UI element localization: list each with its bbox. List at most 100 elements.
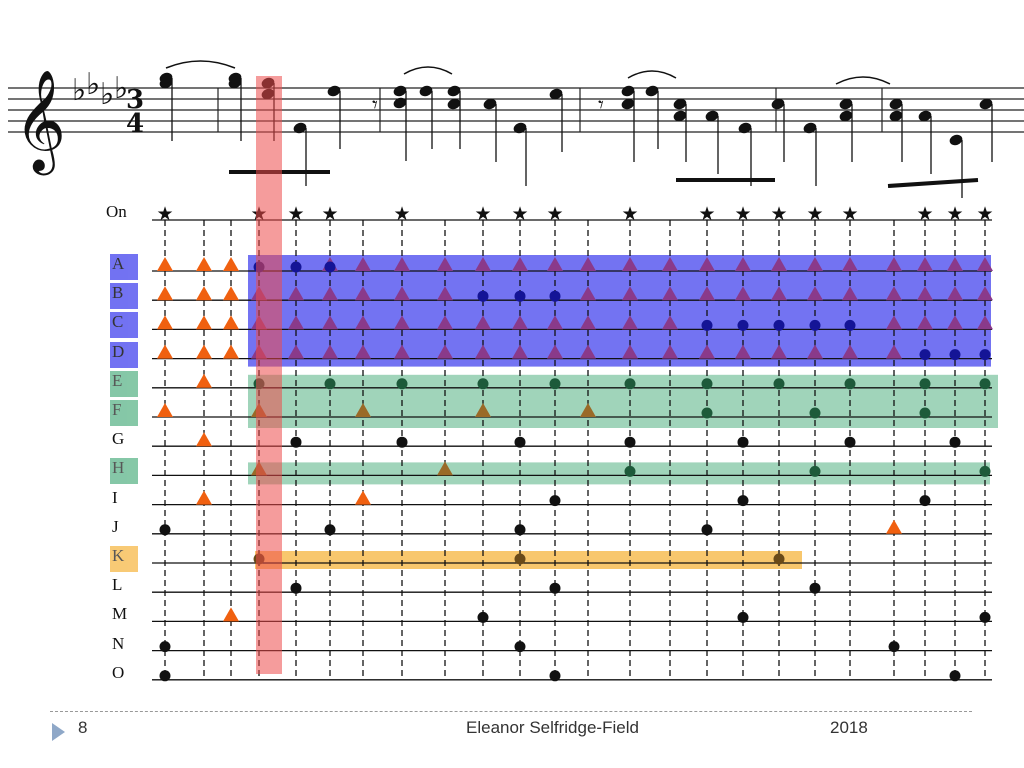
notehead-icon <box>979 98 993 110</box>
dot-mark <box>919 495 931 507</box>
onset-star-icon: ★ <box>621 203 638 225</box>
dot-mark <box>477 290 489 302</box>
tie-curve <box>627 70 677 79</box>
triangle-mark <box>917 315 933 330</box>
triangle-mark <box>288 344 304 359</box>
triangle-mark <box>196 315 212 330</box>
triangle-mark <box>394 315 410 330</box>
dot-mark <box>514 524 526 536</box>
triangle-mark <box>475 315 491 330</box>
notehead-icon <box>549 88 563 100</box>
triangle-mark <box>886 519 902 534</box>
triangle-mark <box>842 344 858 359</box>
notehead-icon <box>621 98 635 110</box>
highlight-voice-k <box>255 551 802 569</box>
dot-mark <box>549 378 561 390</box>
notehead-icon <box>889 110 903 122</box>
dot-mark <box>919 349 931 361</box>
triangle-mark <box>475 257 491 271</box>
dot-mark <box>514 641 526 653</box>
triangle-mark <box>512 257 528 271</box>
onset-star-icon: ★ <box>976 203 993 225</box>
dot-mark <box>549 290 561 302</box>
dot-mark <box>737 495 749 507</box>
voice-label-m: M <box>112 604 128 624</box>
triangle-mark <box>807 344 823 359</box>
notehead-icon <box>918 110 932 122</box>
onset-star-icon: ★ <box>546 203 563 225</box>
eighth-rest-icon: 𝄾 <box>372 93 378 118</box>
dot-mark <box>477 378 489 390</box>
voice-label-j: J <box>112 516 119 536</box>
dot-mark <box>290 261 302 273</box>
voice-onset-grid: ★★★★★★★★★★★★★★★★★ <box>152 76 998 682</box>
beam <box>887 178 979 188</box>
on-label: On <box>106 202 127 221</box>
triangle-mark <box>886 315 902 330</box>
triangle-mark <box>196 373 212 388</box>
dot-mark <box>737 319 749 331</box>
tie-curve <box>835 76 891 85</box>
triangle-mark <box>580 403 596 417</box>
triangle-mark <box>355 344 371 359</box>
triangle-mark <box>475 344 491 359</box>
notehead-icon <box>327 85 341 97</box>
triangle-mark <box>842 257 858 271</box>
triangle-mark <box>807 286 823 301</box>
triangle-mark <box>947 315 963 330</box>
dot-mark <box>159 670 171 682</box>
onset-star-icon: ★ <box>287 203 304 225</box>
notehead-icon <box>293 122 307 134</box>
dot-mark <box>624 436 636 448</box>
dot-mark <box>549 582 561 594</box>
music-score-excerpt: 𝄞 ♭ ♭ ♭ ♭34𝄾 𝄾 <box>8 60 1024 198</box>
notehead-icon <box>645 85 659 97</box>
triangle-mark <box>771 286 787 301</box>
time-signature-top-icon: 3 <box>126 85 144 115</box>
triangle-mark <box>475 403 491 417</box>
highlight-voices-a-d <box>248 255 991 367</box>
dot-mark <box>888 641 900 653</box>
triangle-mark <box>699 286 715 301</box>
highlight-voices-e-f <box>248 374 998 428</box>
triangle-mark <box>437 461 453 476</box>
voice-label-n: N <box>112 633 125 653</box>
triangle-mark <box>223 286 239 301</box>
flat-sign-icon: ♭ <box>114 71 128 106</box>
footer-year: 2018 <box>830 718 868 737</box>
triangle-mark <box>662 315 678 330</box>
triangle-mark <box>580 286 596 301</box>
dot-mark <box>514 553 526 565</box>
notehead-icon <box>447 98 461 110</box>
onset-star-icon: ★ <box>916 203 933 225</box>
triangle-mark <box>355 403 371 417</box>
triangle-mark <box>355 490 371 505</box>
onset-star-icon: ★ <box>946 203 963 225</box>
dot-mark <box>477 611 489 623</box>
dot-mark <box>949 670 961 682</box>
triangle-mark <box>699 344 715 359</box>
triangle-mark <box>355 257 371 271</box>
triangle-mark <box>699 257 715 271</box>
dot-mark <box>701 378 713 390</box>
voice-label-i: I <box>112 487 118 507</box>
triangle-mark <box>622 315 638 330</box>
dot-mark <box>737 436 749 448</box>
triangle-mark <box>917 257 933 271</box>
triangle-mark <box>977 315 993 330</box>
dot-mark <box>844 436 856 448</box>
triangle-mark <box>662 257 678 271</box>
triangle-mark <box>157 403 173 417</box>
triangle-mark <box>223 607 239 622</box>
notehead-icon <box>771 98 785 110</box>
dot-mark <box>159 524 171 536</box>
notehead-icon <box>673 98 687 110</box>
notehead-icon <box>673 110 687 122</box>
triangle-mark <box>662 286 678 301</box>
triangle-mark <box>977 257 993 271</box>
dot-mark <box>773 319 785 331</box>
notehead-icon <box>393 97 407 109</box>
dot-mark <box>949 436 961 448</box>
triangle-mark <box>512 315 528 330</box>
notehead-icon <box>159 72 173 84</box>
